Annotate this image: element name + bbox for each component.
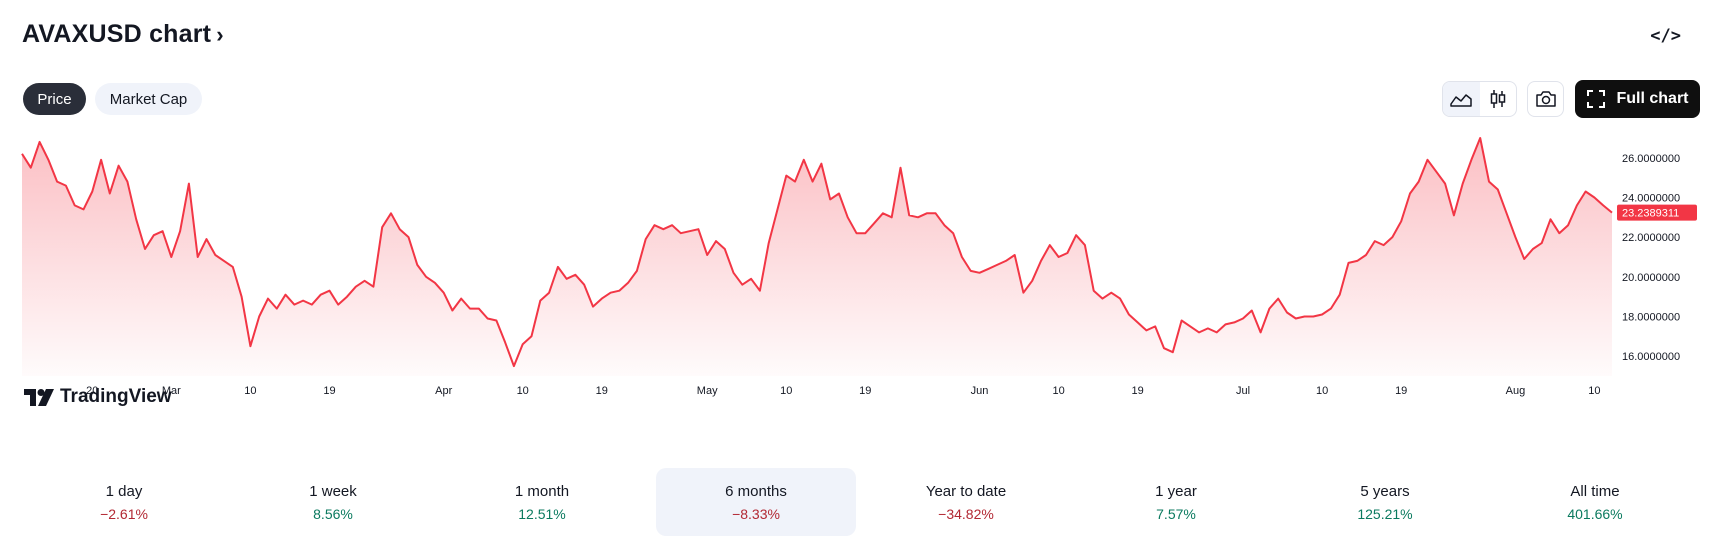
tab-price[interactable]: Price bbox=[23, 83, 86, 115]
chart-title-text: AVAXUSD chart bbox=[22, 20, 212, 48]
price-area-fill bbox=[22, 138, 1612, 376]
x-tick-label: 19 bbox=[1131, 385, 1143, 397]
period-year-to-date[interactable]: Year to date −34.82% bbox=[866, 468, 1066, 536]
tradingview-logo-icon bbox=[24, 388, 54, 406]
period-label: 6 months bbox=[725, 482, 787, 500]
x-tick-label: Mar bbox=[162, 385, 181, 397]
x-tick-label: 10 bbox=[1316, 385, 1328, 397]
period-6-months[interactable]: 6 months −8.33% bbox=[656, 468, 856, 536]
tradingview-logo: TradingView bbox=[24, 386, 172, 408]
period-label: 5 years bbox=[1360, 482, 1410, 500]
y-tick-label: 24.0000000 bbox=[1622, 193, 1680, 205]
embed-code-icon[interactable]: </> bbox=[1650, 26, 1681, 46]
x-tick-label: 19 bbox=[859, 385, 871, 397]
tab-market-cap[interactable]: Market Cap bbox=[95, 83, 202, 115]
chart-title[interactable]: AVAXUSD chart › bbox=[22, 20, 224, 49]
period-label: 1 week bbox=[309, 482, 357, 500]
period-label: 1 day bbox=[105, 482, 143, 500]
chevron-right-icon: › bbox=[216, 21, 224, 47]
price-line bbox=[21, 137, 1613, 368]
x-tick-label: 19 bbox=[1395, 385, 1407, 397]
candles-chart-button[interactable] bbox=[1480, 82, 1517, 116]
x-tick-label: Jun bbox=[971, 385, 989, 397]
candles-chart-icon bbox=[1490, 90, 1505, 108]
x-tick-label: 10 bbox=[1052, 385, 1064, 397]
x-tick-label: 19 bbox=[596, 385, 608, 397]
period-change: 125.21% bbox=[1357, 505, 1413, 522]
period-change: 7.57% bbox=[1156, 505, 1196, 522]
camera-icon bbox=[1535, 91, 1556, 107]
period-5-years[interactable]: 5 years 125.21% bbox=[1285, 468, 1485, 536]
period-1-day[interactable]: 1 day −2.61% bbox=[24, 468, 224, 536]
period-change: 401.66% bbox=[1567, 505, 1623, 522]
y-tick-label: 20.0000000 bbox=[1622, 272, 1680, 284]
last-price-label: 23.2389311 bbox=[1622, 208, 1679, 220]
x-tick-label: 10 bbox=[517, 385, 529, 397]
x-tick-label: Jul bbox=[1236, 385, 1250, 397]
area-chart-button[interactable] bbox=[1443, 82, 1480, 116]
period-label: Year to date bbox=[925, 482, 1007, 500]
x-tick-label: 10 bbox=[244, 385, 256, 397]
period-change: −8.33% bbox=[732, 505, 780, 522]
y-tick-label: 22.0000000 bbox=[1622, 232, 1680, 244]
tradingview-logo-text: TradingView bbox=[60, 386, 172, 407]
y-tick-label: 18.0000000 bbox=[1622, 312, 1680, 324]
y-tick-label: 16.0000000 bbox=[1622, 351, 1680, 363]
period-change: 12.51% bbox=[518, 505, 566, 522]
fullscreen-icon bbox=[1587, 90, 1606, 108]
x-tick-label: 10 bbox=[780, 385, 792, 397]
snapshot-button[interactable] bbox=[1527, 81, 1564, 117]
x-tick-label: May bbox=[697, 385, 718, 397]
period-label: 1 year bbox=[1155, 482, 1197, 500]
x-tick-label: 10 bbox=[1588, 385, 1600, 397]
period-1-year[interactable]: 1 year 7.57% bbox=[1076, 468, 1276, 536]
period-1-week[interactable]: 1 week 8.56% bbox=[233, 468, 433, 536]
price-chart[interactable]: 16.0000000 18.0000000 20.0000000 22.0000000… bbox=[0, 130, 1717, 442]
period-1-month[interactable]: 1 month 12.51% bbox=[442, 468, 642, 536]
last-price-badge bbox=[1617, 204, 1697, 221]
period-label: 1 month bbox=[514, 482, 570, 500]
area-chart-icon bbox=[1450, 94, 1472, 107]
period-change: 8.56% bbox=[313, 505, 353, 522]
chart-type-group bbox=[1442, 81, 1517, 117]
period-change: −2.61% bbox=[100, 505, 148, 522]
x-tick-label: 19 bbox=[323, 385, 335, 397]
period-change: −34.82% bbox=[938, 505, 994, 522]
x-tick-label: Aug bbox=[1506, 385, 1526, 397]
y-tick-label: 26.0000000 bbox=[1622, 153, 1680, 165]
period-label: All time bbox=[1570, 482, 1620, 500]
full-chart-label: Full chart bbox=[1616, 90, 1689, 107]
x-tick-label: Apr bbox=[435, 385, 452, 397]
full-chart-button[interactable]: Full chart bbox=[1575, 80, 1700, 118]
period-all-time[interactable]: All time 401.66% bbox=[1495, 468, 1695, 536]
x-tick-label: 20 bbox=[86, 385, 98, 397]
period-performance-row: 1 day −2.61% 1 week 8.56% 1 month 12.51%… bbox=[20, 468, 1700, 538]
